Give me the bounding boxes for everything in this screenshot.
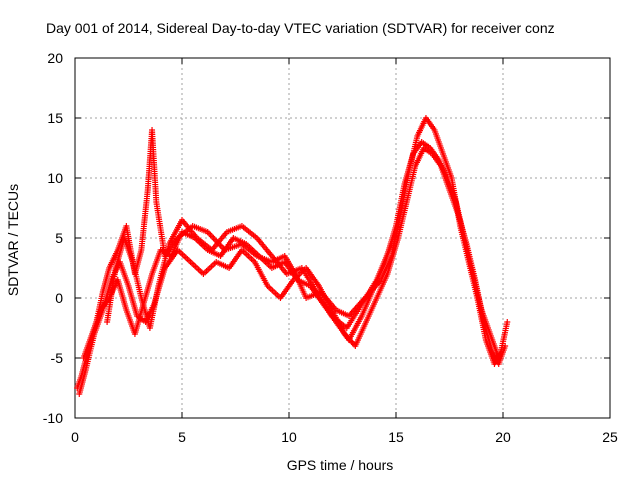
- y-tick-label: -10: [43, 410, 63, 426]
- data-point: [388, 241, 395, 247]
- x-axis-label: GPS time / hours: [287, 457, 394, 473]
- y-tick-label: 20: [47, 50, 63, 66]
- y-tick-label: 10: [47, 170, 63, 186]
- x-tick-label: 10: [281, 429, 297, 445]
- y-tick-label: 15: [47, 110, 63, 126]
- y-tick-label: 5: [55, 230, 63, 246]
- y-tick-label: 0: [55, 290, 63, 306]
- series-4: [104, 217, 395, 331]
- data-marks: [74, 115, 511, 397]
- x-tick-label: 15: [388, 429, 404, 445]
- x-tick-label: 5: [178, 429, 186, 445]
- axis-ticks: 0 5 10 15 20 25 -10 -5 0 5 10 15 20: [43, 50, 618, 445]
- data-point: [495, 355, 502, 361]
- x-tick-label: 25: [602, 429, 618, 445]
- data-point: [504, 319, 511, 325]
- x-tick-label: 20: [495, 429, 511, 445]
- y-axis-label: SDTVAR / TECUs: [5, 184, 21, 296]
- x-tick-label: 0: [71, 429, 79, 445]
- chart-title: Day 001 of 2014, Sidereal Day-to-day VTE…: [46, 20, 555, 36]
- y-tick-label: -5: [51, 350, 64, 366]
- series-3: [80, 139, 502, 361]
- data-point: [502, 343, 509, 349]
